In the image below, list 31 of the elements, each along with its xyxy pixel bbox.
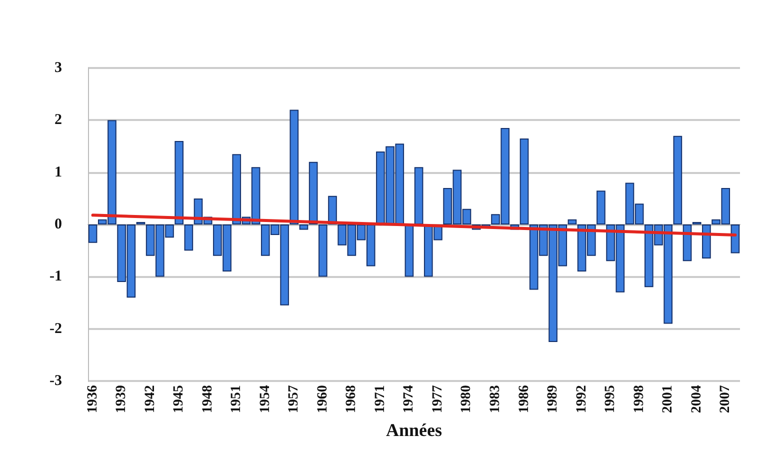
y-tick-label: 1	[54, 164, 62, 180]
x-tick-label: 1977	[430, 385, 446, 414]
y-tick-label: -1	[50, 268, 62, 285]
x-tick-label: 1980	[459, 385, 474, 414]
x-tick-label: 2007	[718, 385, 734, 414]
y-tick-label: 0	[54, 216, 62, 233]
x-tick-label: 1957	[286, 385, 302, 414]
x-tick-label: 1968	[344, 385, 360, 414]
x-tick-label: 1954	[258, 385, 273, 414]
y-tick-label: 3	[54, 60, 62, 76]
x-tick-label: 1998	[632, 385, 647, 414]
y-tick-label: -3	[50, 373, 62, 390]
x-tick-label: 1971	[372, 385, 388, 414]
x-tick-label: 1986	[516, 385, 532, 414]
x-tick-label: 1989	[546, 385, 561, 414]
x-tick-label: 1936	[85, 385, 100, 414]
x-tick-label: 2004	[689, 385, 704, 414]
x-tick-label: 1942	[142, 385, 158, 414]
x-tick-label: 1995	[603, 385, 618, 414]
x-axis-title: Années	[386, 420, 442, 440]
x-tick-label: 1974	[402, 385, 417, 414]
x-tick-label: 1948	[200, 385, 216, 414]
x-tick-label: 1960	[315, 385, 330, 414]
x-tick-label: 2001	[660, 385, 676, 414]
x-tick-label: 1992	[574, 385, 590, 414]
y-tick-label: -2	[50, 320, 62, 337]
x-tick-label: 1983	[488, 385, 503, 414]
y-tick-label: 2	[54, 112, 62, 128]
x-tick-label: 1939	[114, 385, 130, 414]
x-tick-label: 1945	[172, 385, 187, 414]
x-tick-label: 1951	[229, 385, 244, 414]
